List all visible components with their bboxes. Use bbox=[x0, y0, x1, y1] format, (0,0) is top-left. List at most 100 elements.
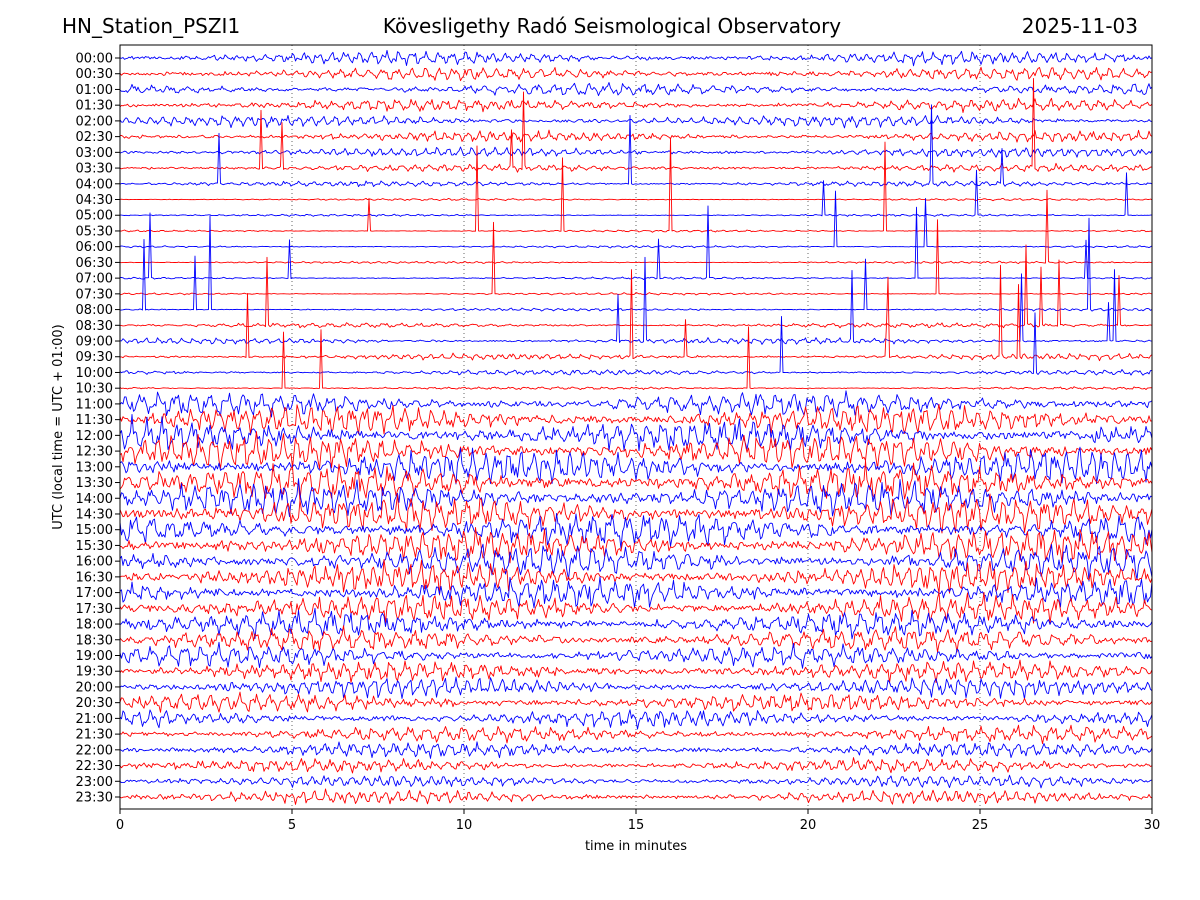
station-name: HN_Station_PSZI1 bbox=[62, 14, 241, 38]
trace-line bbox=[120, 659, 1152, 684]
y-tick-label: 05:30 bbox=[76, 224, 113, 239]
x-tick-label: 30 bbox=[1144, 818, 1161, 833]
y-tick-label: 04:30 bbox=[76, 193, 113, 208]
y-tick-label: 01:30 bbox=[76, 99, 113, 114]
trace-line bbox=[120, 709, 1152, 730]
x-tick-label: 20 bbox=[800, 818, 817, 833]
trace-line bbox=[120, 137, 1152, 233]
y-tick-label: 08:30 bbox=[76, 319, 113, 334]
y-tick-label: 16:30 bbox=[76, 570, 113, 585]
y-tick-label: 20:00 bbox=[76, 680, 113, 695]
y-tick-label: 03:00 bbox=[76, 146, 113, 161]
trace-line bbox=[120, 264, 1152, 362]
y-tick-label: 12:00 bbox=[76, 429, 113, 444]
y-tick-label: 11:00 bbox=[76, 397, 113, 412]
seismic-traces bbox=[120, 49, 1152, 805]
trace-line bbox=[120, 774, 1152, 789]
y-tick-label: 09:30 bbox=[76, 350, 113, 365]
trace-line bbox=[120, 215, 1152, 312]
trace-line bbox=[120, 641, 1152, 669]
trace-line bbox=[120, 326, 1152, 391]
trace-line bbox=[120, 66, 1152, 82]
y-tick-label: 12:30 bbox=[76, 445, 113, 460]
y-tick-label: 22:00 bbox=[76, 743, 113, 758]
trace-line bbox=[120, 205, 1152, 280]
y-tick-label: 07:30 bbox=[76, 287, 113, 302]
y-tick-label: 21:00 bbox=[76, 712, 113, 727]
y-tick-label: 23:30 bbox=[76, 791, 113, 806]
chart-title: Kövesligethy Radó Seismological Observat… bbox=[382, 14, 842, 38]
trace-line bbox=[120, 558, 1152, 596]
y-tick-label: 06:30 bbox=[76, 256, 113, 271]
trace-line bbox=[120, 104, 1152, 188]
y-tick-label: 08:00 bbox=[76, 303, 113, 318]
y-tick-label: 10:00 bbox=[76, 366, 113, 381]
trace-line bbox=[120, 115, 1152, 129]
trace-line bbox=[120, 197, 1152, 202]
y-tick-label: 19:30 bbox=[76, 665, 113, 680]
y-tick-label: 10:30 bbox=[76, 382, 113, 397]
trace-line bbox=[120, 478, 1152, 518]
trace-line bbox=[120, 513, 1152, 550]
trace-line bbox=[120, 403, 1152, 435]
y-tick-label: 23:00 bbox=[76, 775, 113, 790]
y-tick-label: 05:00 bbox=[76, 209, 113, 224]
x-axis-label: time in minutes bbox=[585, 839, 687, 854]
trace-line bbox=[120, 460, 1152, 501]
trace-line bbox=[120, 312, 1152, 376]
y-tick-label: 02:00 bbox=[76, 114, 113, 129]
y-tick-label: 04:00 bbox=[76, 177, 113, 192]
y-tick-label: 15:00 bbox=[76, 523, 113, 538]
trace-line bbox=[120, 576, 1152, 609]
trace-line bbox=[120, 256, 1152, 345]
y-tick-label: 17:00 bbox=[76, 586, 113, 601]
trace-line bbox=[120, 724, 1152, 745]
y-tick-label: 00:00 bbox=[76, 52, 113, 67]
y-tick-label: 20:30 bbox=[76, 696, 113, 711]
y-tick-label: 03:30 bbox=[76, 162, 113, 177]
y-tick-label: 17:30 bbox=[76, 602, 113, 617]
plot-frame bbox=[119, 44, 1153, 810]
x-tick-label: 0 bbox=[116, 818, 124, 833]
y-tick-label: 13:30 bbox=[76, 476, 113, 491]
trace-line bbox=[120, 493, 1152, 534]
y-tick-label: 01:00 bbox=[76, 83, 113, 98]
trace-line bbox=[120, 691, 1152, 713]
trace-line bbox=[120, 607, 1152, 640]
trace-line bbox=[120, 757, 1152, 774]
y-tick-label: 22:30 bbox=[76, 759, 113, 774]
trace-line bbox=[120, 244, 1152, 329]
trace-line bbox=[120, 676, 1152, 700]
y-tick-label: 18:00 bbox=[76, 618, 113, 633]
trace-line bbox=[120, 77, 1152, 173]
trace-line bbox=[120, 788, 1152, 805]
y-tick-label: 13:00 bbox=[76, 460, 113, 475]
trace-line bbox=[120, 49, 1152, 67]
trace-line bbox=[120, 97, 1152, 113]
y-tick-label: 02:30 bbox=[76, 130, 113, 145]
y-tick-label: 11:30 bbox=[76, 413, 113, 428]
x-tick-label: 10 bbox=[456, 818, 473, 833]
y-tick-label: 09:00 bbox=[76, 335, 113, 350]
trace-line bbox=[120, 146, 1152, 158]
x-tick-label: 15 bbox=[628, 818, 645, 833]
trace-line bbox=[120, 527, 1152, 564]
y-tick-label: 18:30 bbox=[76, 633, 113, 648]
trace-line bbox=[120, 219, 1152, 296]
trace-line bbox=[120, 129, 1152, 143]
y-tick-label: 15:30 bbox=[76, 539, 113, 554]
chart-date: 2025-11-03 bbox=[1021, 14, 1138, 38]
grid-lines bbox=[291, 45, 981, 809]
y-tick-label: 14:00 bbox=[76, 492, 113, 507]
y-axis-ticks: 00:0000:3001:0001:3002:0002:3003:0003:30… bbox=[76, 52, 120, 806]
trace-line bbox=[120, 189, 1152, 265]
y-tick-label: 06:00 bbox=[76, 240, 113, 255]
y-tick-label: 21:30 bbox=[76, 728, 113, 743]
trace-line bbox=[120, 390, 1152, 418]
y-tick-label: 00:30 bbox=[76, 67, 113, 82]
trace-line bbox=[120, 431, 1152, 470]
y-tick-label: 19:00 bbox=[76, 649, 113, 664]
x-tick-label: 25 bbox=[972, 818, 989, 833]
trace-line bbox=[120, 625, 1152, 653]
